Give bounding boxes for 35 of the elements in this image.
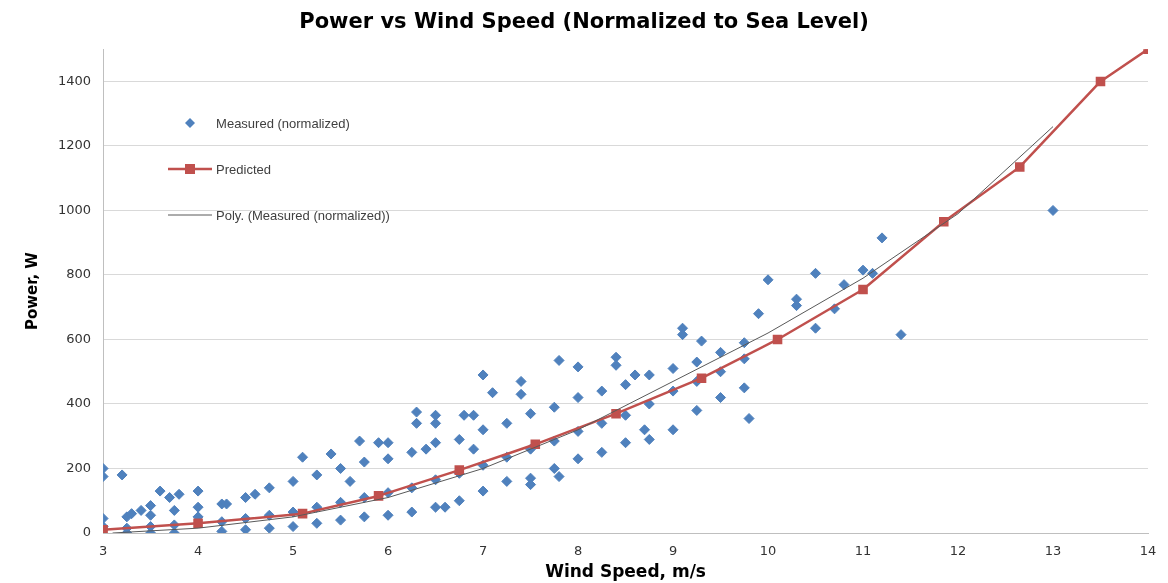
x-tick-label: 7 — [478, 543, 488, 559]
point — [772, 334, 783, 345]
x-axis-title: Wind Speed, m/s — [545, 561, 706, 582]
x-tick-label: 4 — [193, 543, 203, 559]
x-tick-label: 14 — [1139, 543, 1157, 559]
x-tick-label: 13 — [1044, 543, 1062, 559]
point — [858, 284, 868, 295]
x-tick-label: 12 — [949, 543, 967, 559]
point — [611, 408, 621, 419]
y-axis-title: Power, W — [22, 251, 41, 331]
x-tick-label: 3 — [98, 543, 108, 559]
point — [454, 465, 465, 475]
point — [373, 491, 384, 501]
y-tick-label: 1200 — [57, 137, 92, 153]
chart-title: Power vs Wind Speed (Normalized to Sea Level) — [299, 9, 869, 34]
x-tick-label: 6 — [383, 543, 393, 559]
point — [1095, 76, 1106, 87]
legend-label: Predicted — [216, 161, 271, 177]
y-tick-label: 600 — [66, 330, 92, 346]
point — [1014, 162, 1025, 172]
x-tick-label: 8 — [573, 543, 583, 559]
y-tick-label: 400 — [66, 395, 92, 411]
legend-label: Measured (normalized) — [216, 115, 350, 131]
y-tick-label: 1000 — [57, 201, 92, 217]
x-tick-label: 9 — [668, 543, 678, 559]
x-tick-label: 10 — [759, 543, 777, 559]
x-tick-label: 5 — [288, 543, 298, 559]
x-tick-label: 11 — [854, 543, 872, 559]
point — [696, 373, 707, 383]
y-tick-label: 200 — [66, 459, 92, 475]
y-tick-label: 1400 — [57, 72, 92, 88]
legend-label: Poly. (Measured (normalized)) — [216, 207, 390, 223]
point — [193, 518, 203, 529]
y-tick-label: 800 — [66, 266, 92, 282]
y-tick-label: 0 — [82, 524, 92, 540]
